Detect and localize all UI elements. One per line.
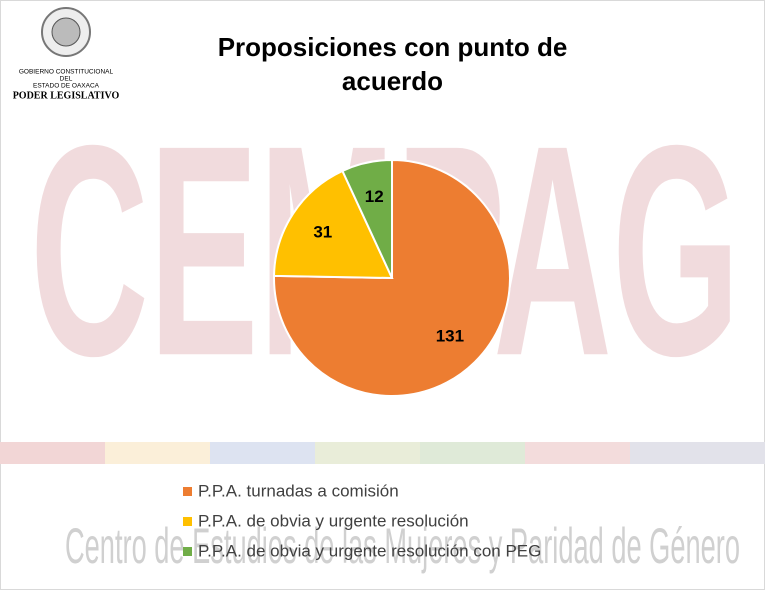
legend-label: P.P.A. turnadas a comisión xyxy=(198,481,399,500)
data-label: 31 xyxy=(313,222,332,241)
data-label: 131 xyxy=(436,326,464,345)
logo-name: PODER LEGISLATIVO xyxy=(13,90,120,101)
color-strip xyxy=(0,442,765,464)
chart-title: Proposiciones con punto de acuerdo xyxy=(217,32,568,96)
logo-line: ESTADO DE OAXACA xyxy=(33,83,100,90)
legend-swatch xyxy=(183,547,192,556)
pie-slice xyxy=(273,169,394,280)
legend-swatch xyxy=(183,487,192,496)
logo: GOBIERNO CONSTITUCIONAL DEL ESTADO DE OA… xyxy=(13,7,120,101)
legend-label: P.P.A. de obvia y urgente resolución con… xyxy=(198,541,541,560)
legend-label: P.P.A. de obvia y urgente resolución xyxy=(198,511,469,530)
pie-slice xyxy=(273,158,511,397)
logo-line: GOBIERNO CONSTITUCIONAL xyxy=(19,69,114,76)
legend-swatch xyxy=(183,517,192,526)
pie-slice xyxy=(341,158,393,279)
watermark-subtitle: Centro de Estudios de las Mujeres y Pari… xyxy=(65,518,740,574)
data-label: 12 xyxy=(365,187,384,206)
logo-line: DEL xyxy=(60,76,73,83)
